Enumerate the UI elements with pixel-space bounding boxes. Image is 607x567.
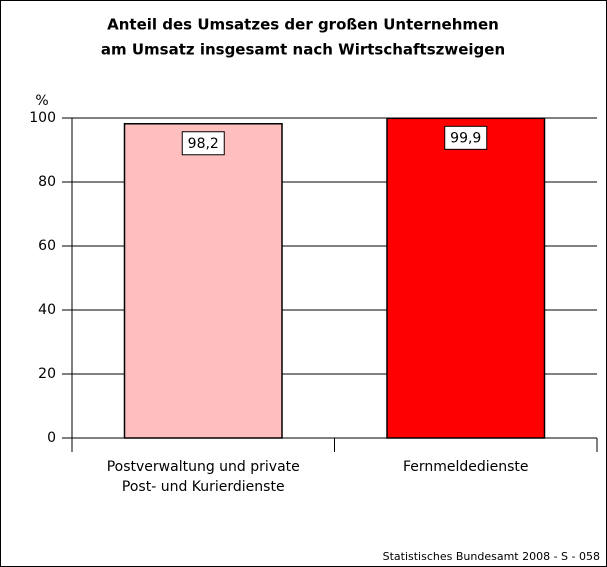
x-tick-label: Post- und Kurierdienste <box>122 479 285 495</box>
bar <box>386 117 546 439</box>
value-label-box <box>444 125 488 150</box>
chart-title: Anteil des Umsatzes der großen Unternehm… <box>107 16 499 34</box>
y-tick-label: 0 <box>47 430 56 446</box>
x-tick-label: Fernmeldedienste <box>403 459 529 475</box>
value-label: 98,2 <box>188 136 219 152</box>
bar <box>123 123 283 439</box>
x-tick-label: Postverwaltung und private <box>107 459 300 475</box>
y-tick-label: 100 <box>29 110 56 126</box>
value-label-box <box>181 131 225 156</box>
chart-title: am Umsatz insgesamt nach Wirtschaftszwei… <box>101 41 505 59</box>
value-label: 99,9 <box>450 130 481 146</box>
y-tick-label: 60 <box>38 238 56 254</box>
y-tick-label: 40 <box>38 302 56 318</box>
y-tick-label: 20 <box>38 366 56 382</box>
y-axis-label: % <box>35 93 48 109</box>
source: Statistisches Bundesamt 2008 - S - 058 <box>383 550 600 563</box>
y-tick-label: 80 <box>38 174 56 190</box>
